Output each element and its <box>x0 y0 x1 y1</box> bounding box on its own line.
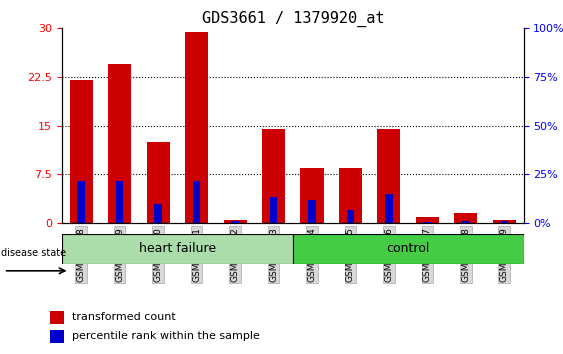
Text: GSM476054: GSM476054 <box>307 227 316 282</box>
Bar <box>231 221 239 223</box>
Text: transformed count: transformed count <box>72 312 176 322</box>
Bar <box>62 234 293 264</box>
Bar <box>424 222 431 223</box>
Bar <box>293 234 524 264</box>
Text: control: control <box>386 242 430 255</box>
Text: GSM476051: GSM476051 <box>192 227 201 282</box>
Text: GSM476059: GSM476059 <box>500 227 509 282</box>
Bar <box>50 311 64 324</box>
Bar <box>416 217 439 223</box>
Text: GSM476048: GSM476048 <box>77 227 86 282</box>
Text: GSM476056: GSM476056 <box>385 227 394 282</box>
Bar <box>116 181 123 223</box>
Bar <box>501 221 508 223</box>
Bar <box>146 142 169 223</box>
Bar <box>270 197 277 223</box>
Bar <box>339 168 362 223</box>
Bar <box>224 221 247 223</box>
Bar <box>262 129 285 223</box>
Bar <box>193 181 200 223</box>
Bar <box>377 129 400 223</box>
Bar <box>50 330 64 343</box>
Title: GDS3661 / 1379920_at: GDS3661 / 1379920_at <box>202 11 384 27</box>
Bar <box>185 32 208 223</box>
Bar <box>454 213 477 223</box>
Text: percentile rank within the sample: percentile rank within the sample <box>72 331 260 341</box>
Bar <box>385 194 392 223</box>
Text: GSM476058: GSM476058 <box>462 227 470 282</box>
Bar <box>462 221 470 223</box>
Bar <box>301 168 324 223</box>
Bar <box>493 221 516 223</box>
Bar <box>347 210 354 223</box>
Text: disease state: disease state <box>2 248 66 258</box>
Text: GSM476050: GSM476050 <box>154 227 163 282</box>
Text: GSM476057: GSM476057 <box>423 227 432 282</box>
Text: GSM476049: GSM476049 <box>115 227 124 282</box>
Bar <box>309 200 316 223</box>
Bar <box>70 80 93 223</box>
Bar <box>78 181 85 223</box>
Bar <box>154 204 162 223</box>
Text: GSM476055: GSM476055 <box>346 227 355 282</box>
Text: GSM476053: GSM476053 <box>269 227 278 282</box>
Text: heart failure: heart failure <box>139 242 216 255</box>
Text: GSM476052: GSM476052 <box>231 227 239 282</box>
Bar <box>108 64 131 223</box>
